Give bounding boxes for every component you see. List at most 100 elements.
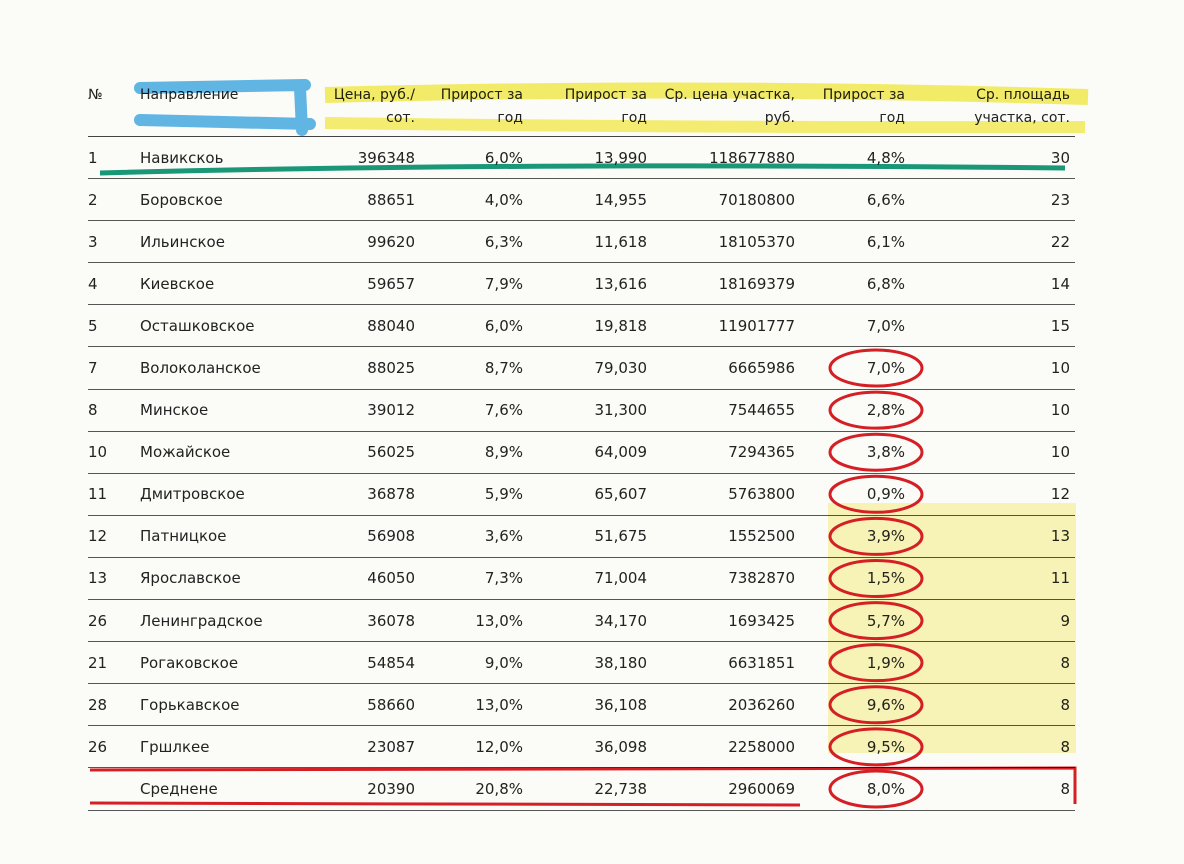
- cell: 99620: [320, 220, 420, 264]
- cell: Дмитровское: [140, 473, 320, 516]
- cell: 11: [910, 557, 1075, 601]
- cell: 11,618: [528, 220, 652, 264]
- cell: 5,7%: [800, 599, 910, 643]
- cell: 1,9%: [800, 641, 910, 685]
- cell: 19,818: [528, 304, 652, 348]
- cell: 13,616: [528, 262, 652, 306]
- footer-row: Среднене 20390 20,8% 22,738 2960069 8,0% 8: [88, 767, 1075, 811]
- cell: 6,0%: [420, 304, 528, 348]
- cell: 13: [88, 557, 140, 601]
- cell: 11901777: [652, 304, 800, 348]
- cell: 34,170: [528, 599, 652, 643]
- cell: 46050: [320, 557, 420, 601]
- cell: 13: [910, 515, 1075, 558]
- data-table: № Направление Цена, руб./ сот. Прирост за год…: [88, 80, 1075, 811]
- cell: 56025: [320, 431, 420, 474]
- cell: 88651: [320, 178, 420, 222]
- header-text: участка, сот.: [974, 110, 1070, 126]
- table-row: 5 Осташковское 88040 6,0% 19,818 11901777 7,0%…: [88, 304, 1075, 348]
- header-text: Цена, руб./: [333, 87, 415, 103]
- table-row: 28 Горькавское 58660 13,0% 36,108 2036260 9,6%…: [88, 683, 1075, 727]
- cell: 64,009: [528, 431, 652, 474]
- table-row: 7 Волоколанское 88025 8,7% 79,030 6665986 7,0%…: [88, 346, 1075, 390]
- cell: Боровское: [140, 178, 320, 222]
- cell: 2036260: [652, 683, 800, 727]
- table-row: 2 Боровское 88651 4,0% 14,955 70180800 6,6% 23: [88, 178, 1075, 222]
- table-row: 26 Ленинградское 36078 13,0% 34,170 1693425 5,…: [88, 599, 1075, 643]
- cell: Можайское: [140, 431, 320, 474]
- cell: 88040: [320, 304, 420, 348]
- header-text: руб.: [764, 110, 795, 126]
- cell: 6,6%: [800, 178, 910, 222]
- cell: Патницкое: [140, 515, 320, 558]
- cell: 39012: [320, 389, 420, 432]
- cell: 14,955: [528, 178, 652, 222]
- cell: Ярославское: [140, 557, 320, 601]
- header-cell: Направление: [140, 80, 320, 137]
- cell: 4,8%: [800, 136, 910, 180]
- header-text: год: [497, 110, 523, 126]
- header-text: год: [879, 110, 905, 126]
- cell: 6,3%: [420, 220, 528, 264]
- cell: 65,607: [528, 473, 652, 516]
- cell: 20,8%: [420, 767, 528, 811]
- cell: 1: [88, 136, 140, 180]
- cell: 22,738: [528, 767, 652, 811]
- cell: 88025: [320, 346, 420, 390]
- table-row: 13 Ярославское 46050 7,3% 71,004 7382870 1,5% 1…: [88, 557, 1075, 601]
- cell: 7382870: [652, 557, 800, 601]
- header-cell: Ср. цена участка, руб.: [652, 80, 800, 137]
- cell: Киевское: [140, 262, 320, 306]
- cell: Горькавское: [140, 683, 320, 727]
- table-row: 4 Киевское 59657 7,9% 13,616 18169379 6,8% 14: [88, 262, 1075, 306]
- cell: 4: [88, 262, 140, 306]
- cell: 6665986: [652, 346, 800, 390]
- cell: 1,5%: [800, 557, 910, 601]
- cell: 10: [910, 346, 1075, 390]
- cell: 12: [88, 515, 140, 558]
- header-cell: Цена, руб./ сот.: [320, 80, 420, 137]
- cell: 9,0%: [420, 641, 528, 685]
- cell: 6,1%: [800, 220, 910, 264]
- cell: 18169379: [652, 262, 800, 306]
- cell: 7,9%: [420, 262, 528, 306]
- cell: 3,8%: [800, 431, 910, 474]
- cell: 8,0%: [800, 767, 910, 811]
- table-row: 8 Минское 39012 7,6% 31,300 7544655 2,8% 10: [88, 389, 1075, 432]
- table-row: 26 Гршлкее 23087 12,0% 36,098 2258000 9,5% 8: [88, 725, 1075, 769]
- header-text: Прирост за: [822, 87, 905, 103]
- cell: 26: [88, 599, 140, 643]
- header-text: Прирост за: [440, 87, 523, 103]
- cell: 56908: [320, 515, 420, 558]
- table-row: 21 Рогаковское 54854 9,0% 38,180 6631851 1,9% 8: [88, 641, 1075, 685]
- cell: 4,0%: [420, 178, 528, 222]
- table-row: 10 Можайское 56025 8,9% 64,009 7294365 3,8% 10: [88, 431, 1075, 474]
- cell: 2: [88, 178, 140, 222]
- header-text: сот.: [386, 110, 415, 126]
- cell: 3,6%: [420, 515, 528, 558]
- cell: Осташковское: [140, 304, 320, 348]
- cell: 0,9%: [800, 473, 910, 516]
- cell: 5,9%: [420, 473, 528, 516]
- cell: 10: [88, 431, 140, 474]
- cell: 28: [88, 683, 140, 727]
- cell: 51,675: [528, 515, 652, 558]
- cell: 23: [910, 178, 1075, 222]
- cell: 7: [88, 346, 140, 390]
- table-row: 3 Ильинское 99620 6,3% 11,618 18105370 6,1% 22: [88, 220, 1075, 264]
- cell: 6631851: [652, 641, 800, 685]
- cell: 10: [910, 431, 1075, 474]
- cell: 7,6%: [420, 389, 528, 432]
- cell: 7,3%: [420, 557, 528, 601]
- header-text: Направление: [140, 87, 239, 103]
- cell: 20390: [320, 767, 420, 811]
- cell: 8: [910, 641, 1075, 685]
- cell: 8: [910, 683, 1075, 727]
- cell: 9: [910, 599, 1075, 643]
- cell: 36078: [320, 599, 420, 643]
- cell: 12,0%: [420, 725, 528, 769]
- cell: 3,9%: [800, 515, 910, 558]
- cell: 8,7%: [420, 346, 528, 390]
- table-row: 12 Патницкое 56908 3,6% 51,675 1552500 3,9% 13: [88, 515, 1075, 558]
